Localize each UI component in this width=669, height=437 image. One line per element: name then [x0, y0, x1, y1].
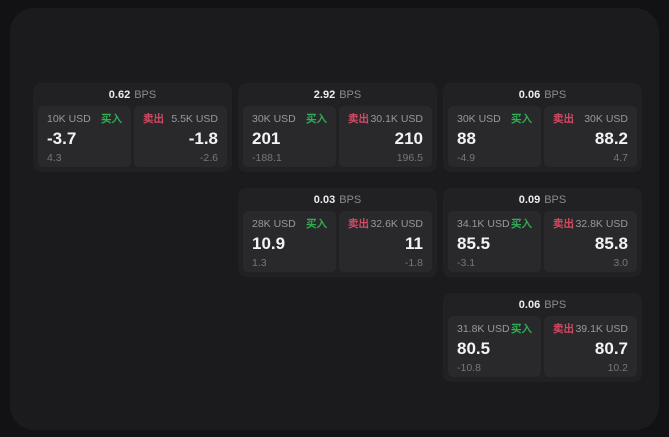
quote-card: 0.09 BPS 34.1K USD 买入 85.5 -3.1 卖出 32.8K… — [443, 188, 642, 277]
buy-panel[interactable]: 34.1K USD 买入 85.5 -3.1 — [448, 211, 541, 272]
sell-sub-value: 3.0 — [613, 257, 628, 269]
card-header: 0.62 BPS — [33, 83, 232, 106]
card-header: 0.06 BPS — [443, 293, 642, 316]
card-header: 0.06 BPS — [443, 83, 642, 106]
quote-card: 0.03 BPS 28K USD 买入 10.9 1.3 卖出 32.6K US… — [238, 188, 437, 277]
buy-price: -3.7 — [47, 129, 77, 148]
sell-size-label: 30K USD — [584, 113, 628, 125]
bps-unit-label: BPS — [339, 88, 362, 101]
bps-value: 0.06 — [518, 88, 541, 101]
quote-card: 2.92 BPS 30K USD 买入 201 -188.1 卖出 30.1K … — [238, 83, 437, 172]
bps-unit-label: BPS — [544, 88, 567, 101]
bps-value: 2.92 — [313, 88, 336, 101]
sell-side-label: 卖出 — [553, 113, 574, 125]
sell-sub-value: 196.5 — [396, 152, 423, 164]
buy-side-label: 买入 — [511, 218, 532, 230]
bps-value: 0.09 — [518, 193, 541, 206]
sell-price: 210 — [394, 129, 423, 148]
card-header: 0.03 BPS — [238, 188, 437, 211]
buy-size-label: 34.1K USD — [457, 218, 510, 230]
sell-price: 80.7 — [594, 339, 628, 358]
buy-panel[interactable]: 28K USD 买入 10.9 1.3 — [243, 211, 336, 272]
sell-size-label: 30.1K USD — [370, 113, 423, 125]
sell-size-label: 32.6K USD — [370, 218, 423, 230]
sell-size-label: 5.5K USD — [171, 113, 218, 125]
buy-size-label: 28K USD — [252, 218, 296, 230]
card-header: 2.92 BPS — [238, 83, 437, 106]
buy-sub-value: -4.9 — [457, 152, 476, 164]
buy-size-label: 10K USD — [47, 113, 91, 125]
buy-side-label: 买入 — [101, 113, 122, 125]
bps-unit-label: BPS — [544, 298, 567, 311]
buy-side-label: 买入 — [511, 113, 532, 125]
bps-value: 0.03 — [313, 193, 336, 206]
card-header: 0.09 BPS — [443, 188, 642, 211]
buy-panel[interactable]: 30K USD 买入 201 -188.1 — [243, 106, 336, 167]
sell-size-label: 32.8K USD — [575, 218, 628, 230]
sell-panel[interactable]: 卖出 32.8K USD 85.8 3.0 — [544, 211, 637, 272]
buy-panel[interactable]: 10K USD 买入 -3.7 4.3 — [38, 106, 131, 167]
sell-sub-value: -1.8 — [404, 257, 423, 269]
sell-price: -1.8 — [188, 129, 218, 148]
bps-unit-label: BPS — [134, 88, 157, 101]
quote-card: 0.06 BPS 30K USD 买入 88 -4.9 卖出 30K USD 8… — [443, 83, 642, 172]
quotes-panel: 0.62 BPS 10K USD 买入 -3.7 4.3 卖出 5.5K USD… — [10, 8, 659, 430]
bps-unit-label: BPS — [339, 193, 362, 206]
sell-price: 11 — [405, 234, 423, 253]
buy-size-label: 30K USD — [252, 113, 296, 125]
sell-panel[interactable]: 卖出 5.5K USD -1.8 -2.6 — [134, 106, 227, 167]
sell-panel[interactable]: 卖出 30.1K USD 210 196.5 — [339, 106, 432, 167]
sell-side-label: 卖出 — [553, 323, 574, 335]
sell-price: 88.2 — [594, 129, 628, 148]
buy-price: 85.5 — [457, 234, 491, 253]
sell-sub-value: -2.6 — [199, 152, 218, 164]
buy-side-label: 买入 — [306, 113, 327, 125]
buy-price: 10.9 — [252, 234, 286, 253]
sell-side-label: 卖出 — [553, 218, 574, 230]
buy-side-label: 买入 — [306, 218, 327, 230]
buy-price: 201 — [252, 129, 281, 148]
buy-sub-value: -188.1 — [252, 152, 282, 164]
buy-price: 80.5 — [457, 339, 491, 358]
quote-card: 0.62 BPS 10K USD 买入 -3.7 4.3 卖出 5.5K USD… — [33, 83, 232, 172]
sell-sub-value: 10.2 — [607, 362, 628, 374]
sell-sub-value: 4.7 — [613, 152, 628, 164]
buy-price: 88 — [457, 129, 476, 148]
buy-sub-value: -3.1 — [457, 257, 476, 269]
bps-unit-label: BPS — [544, 193, 567, 206]
buy-sub-value: 1.3 — [252, 257, 267, 269]
sell-panel[interactable]: 卖出 39.1K USD 80.7 10.2 — [544, 316, 637, 377]
sell-panel[interactable]: 卖出 32.6K USD 11 -1.8 — [339, 211, 432, 272]
buy-size-label: 31.8K USD — [457, 323, 510, 335]
buy-sub-value: -10.8 — [457, 362, 481, 374]
buy-sub-value: 4.3 — [47, 152, 62, 164]
buy-size-label: 30K USD — [457, 113, 501, 125]
bps-value: 0.06 — [518, 298, 541, 311]
sell-side-label: 卖出 — [143, 113, 164, 125]
buy-panel[interactable]: 31.8K USD 买入 80.5 -10.8 — [448, 316, 541, 377]
buy-panel[interactable]: 30K USD 买入 88 -4.9 — [448, 106, 541, 167]
bps-value: 0.62 — [108, 88, 131, 101]
sell-side-label: 卖出 — [348, 218, 369, 230]
sell-price: 85.8 — [594, 234, 628, 253]
sell-panel[interactable]: 卖出 30K USD 88.2 4.7 — [544, 106, 637, 167]
sell-size-label: 39.1K USD — [575, 323, 628, 335]
sell-side-label: 卖出 — [348, 113, 369, 125]
quote-card: 0.06 BPS 31.8K USD 买入 80.5 -10.8 卖出 39.1… — [443, 293, 642, 382]
buy-side-label: 买入 — [511, 323, 532, 335]
